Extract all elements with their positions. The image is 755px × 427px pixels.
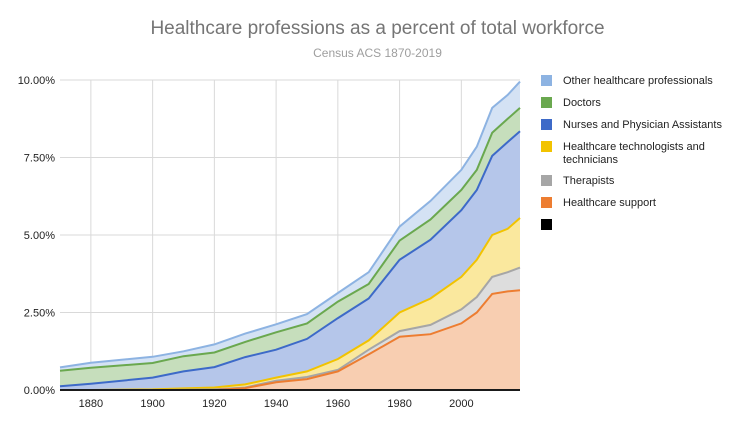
x-tick-label: 2000	[449, 398, 473, 410]
x-tick-label: 1900	[140, 398, 164, 410]
line-nurses-and-physician-assistants	[59, 130, 521, 388]
y-tick-label: 7.50%	[24, 153, 55, 165]
legend: Other healthcare professionals Doctors Nur…	[541, 75, 722, 230]
area-fills	[60, 81, 520, 391]
legend-label: Therapists	[563, 175, 615, 187]
legend-item: Nurses and Physician Assistants	[541, 119, 722, 131]
legend-swatch	[541, 119, 552, 130]
legend-item: Therapists	[541, 175, 615, 187]
x-tick-label: 1940	[264, 398, 288, 410]
x-tick-label: 1980	[387, 398, 411, 410]
legend-swatch	[541, 141, 552, 152]
legend-swatch	[541, 75, 552, 86]
chart-title: Healthcare professions as a percent of t…	[150, 18, 605, 39]
x-tick-label: 1880	[79, 398, 103, 410]
y-tick-label: 5.00%	[24, 230, 55, 242]
area-backing	[60, 290, 520, 390]
area-healthcare-support	[60, 290, 520, 390]
legend-swatch	[541, 197, 552, 208]
line-healthcare-technologists-and-technicians	[60, 217, 521, 391]
legend-label-cont: technicians	[563, 154, 619, 166]
legend-label: Healthcare support	[563, 197, 656, 209]
legend-item: Other healthcare professionals	[541, 75, 713, 87]
legend-item	[541, 219, 552, 230]
legend-item: Healthcare support	[541, 197, 656, 209]
line-other-healthcare-professionals	[59, 80, 521, 369]
legend-item: Doctors	[541, 97, 601, 109]
legend-swatch	[541, 97, 552, 108]
legend-label: Other healthcare professionals	[563, 75, 713, 87]
y-tick-label: 0.00%	[24, 385, 55, 397]
y-tick-label: 10.00%	[18, 75, 56, 87]
chart-subtitle: Census ACS 1870-2019	[313, 46, 442, 60]
legend-label: Doctors	[563, 97, 601, 109]
legend-label: Nurses and Physician Assistants	[563, 119, 722, 131]
x-tick-label: 1920	[202, 398, 226, 410]
x-tick-label: 1960	[326, 398, 350, 410]
y-tick-label: 2.50%	[24, 308, 55, 320]
line-doctors	[59, 107, 521, 372]
legend-label: Healthcare technologists and	[563, 141, 705, 153]
axes: 0.00% 2.50% 5.00% 7.50% 10.00% 1880 1900 1920 19…	[18, 75, 520, 410]
legend-swatch	[541, 219, 552, 230]
legend-swatch	[541, 175, 552, 186]
